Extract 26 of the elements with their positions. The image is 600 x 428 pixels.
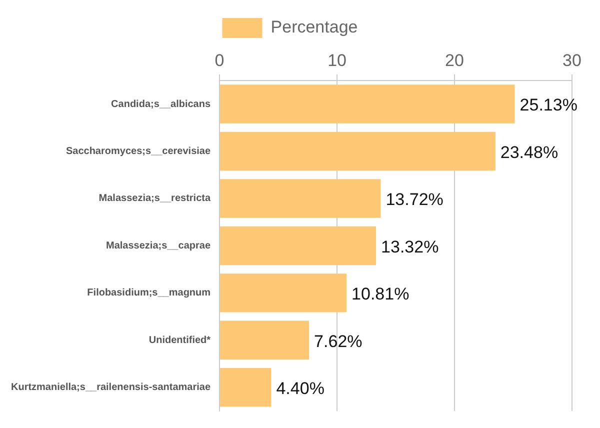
bar [220, 132, 496, 171]
y-tick-label: Kurtzmaniella;s__railenensis-santamariae [10, 382, 211, 394]
y-tick-label: Candida;s__albicans [111, 98, 211, 110]
data-label: 7.62% [314, 332, 362, 351]
data-label: 10.81% [352, 284, 410, 304]
data-label: 4.40% [276, 379, 324, 398]
legend-label: Percentage [270, 18, 358, 37]
y-tick-label: Saccharomyces;s__cerevisiae [66, 146, 211, 157]
x-tick-label: 30 [562, 50, 582, 70]
bar [220, 179, 381, 218]
y-tick-label: Malassezia;s__caprae [106, 240, 211, 252]
bar [220, 320, 310, 360]
bar [220, 274, 347, 312]
bar [220, 368, 272, 407]
data-label: 23.48% [500, 142, 558, 162]
y-tick-label: Malassezia;s__restricta [98, 193, 211, 204]
y-tick-label: Unidentified* [148, 334, 211, 346]
x-tick-label: 20 [445, 50, 464, 70]
bar [220, 226, 376, 266]
x-tick-label: 0 [214, 50, 224, 70]
x-tick-label: 10 [328, 50, 346, 70]
data-label: 13.32% [381, 237, 439, 256]
data-label: 25.13% [520, 96, 578, 115]
bar [220, 84, 515, 124]
data-label: 13.72% [386, 190, 444, 210]
y-tick-label: Filobasidium;s__magnum [87, 288, 211, 299]
